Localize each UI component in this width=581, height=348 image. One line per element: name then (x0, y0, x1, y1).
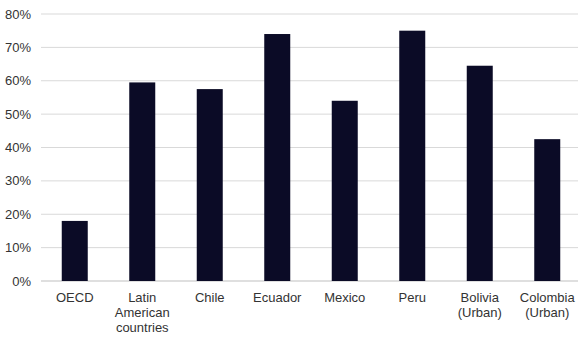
y-tick-label: 40% (5, 140, 31, 155)
y-tick-label: 50% (5, 107, 31, 122)
bar (332, 101, 358, 281)
y-tick-label: 60% (5, 73, 31, 88)
bar (467, 66, 493, 281)
x-tick-line: countries (116, 320, 169, 335)
x-tick-line: (Urban) (525, 305, 569, 320)
x-tick-line: Latin (128, 290, 156, 305)
y-tick-label: 0% (12, 274, 31, 289)
grid-line (41, 281, 578, 282)
grid-line (41, 14, 578, 15)
grid-line (41, 47, 578, 48)
x-tick-line: Chile (195, 290, 225, 305)
bar (197, 89, 223, 281)
x-tick-label: Peru (399, 290, 426, 305)
chart: 0% 10% 20% 30% 40% 50% 60% 70% 80% OECD LatinAmeri… (0, 0, 581, 348)
x-tick-line: Ecuador (253, 290, 302, 305)
x-tick-line: OECD (56, 290, 94, 305)
bar (534, 139, 560, 281)
grid-line (41, 180, 578, 181)
y-tick-label: 20% (5, 207, 31, 222)
grid-line (41, 214, 578, 215)
x-tick-line: (Urban) (458, 305, 502, 320)
grid-line (41, 80, 578, 81)
bar (399, 31, 425, 281)
y-tick-label: 80% (5, 7, 31, 22)
grid-line (41, 247, 578, 248)
x-tick-line: American (115, 305, 170, 320)
x-tick-label: LatinAmericancountries (115, 290, 170, 335)
bar (264, 34, 290, 281)
y-tick-label: 70% (5, 40, 31, 55)
grid-line (41, 147, 578, 148)
x-tick-line: Bolivia (461, 290, 500, 305)
x-tick-line: Peru (399, 290, 426, 305)
x-tick-line: Colombia (520, 290, 576, 305)
x-tick-label: OECD (56, 290, 94, 305)
y-tick-label: 30% (5, 173, 31, 188)
x-tick-label: Ecuador (253, 290, 302, 305)
x-tick-label: Chile (195, 290, 225, 305)
grid-line (41, 114, 578, 115)
y-tick-label: 10% (5, 240, 31, 255)
x-tick-label: Colombia(Urban) (520, 290, 576, 320)
x-tick-label: Bolivia(Urban) (458, 290, 502, 320)
bar (129, 82, 155, 281)
bar (62, 221, 88, 281)
x-tick-label: Mexico (324, 290, 365, 305)
x-tick-line: Mexico (324, 290, 365, 305)
